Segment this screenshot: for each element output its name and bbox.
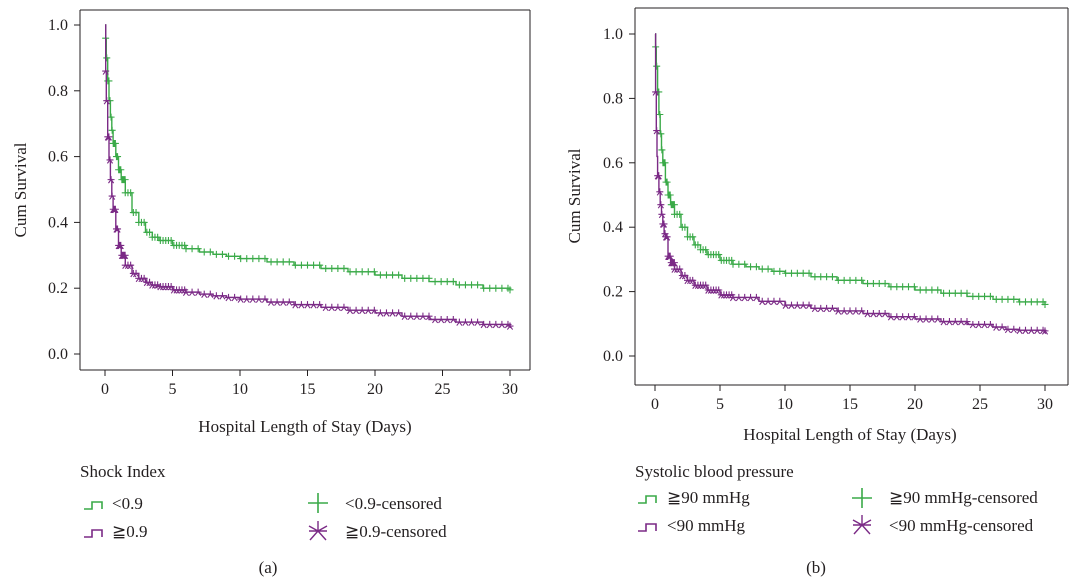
- panel-b-y-ticks: 0.0 0.2 0.4 0.6 0.8 1.0: [603, 26, 635, 365]
- panel-b-purple-survival-line: [654, 33, 1046, 331]
- panel-b-legend-entry-4-label: <90 mmHg-censored: [889, 516, 1034, 535]
- green-plus-icon: [308, 493, 328, 513]
- panel-a-legend-entry-2: ≧0.9: [84, 522, 148, 541]
- panel-a-y-tick-label: 0.4: [48, 214, 68, 231]
- panel-a-y-tick-label: 0.6: [48, 149, 68, 166]
- panel-b-x-tick-label: 0: [651, 396, 659, 413]
- panel-b-x-ticks: 0 5 10 15 20 25 30: [651, 385, 1053, 413]
- panel-a-legend-entry-1: <0.9: [84, 494, 143, 513]
- panel-b-y-tick-label: 1.0: [603, 26, 623, 43]
- panel-a-y-ticks: 0.0 0.2 0.4 0.6 0.8 1.0: [48, 17, 80, 363]
- purple-star-icon: [308, 521, 328, 541]
- panel-b-y-tick-label: 0.2: [603, 284, 623, 301]
- panel-a-x-tick-label: 25: [435, 381, 451, 398]
- panel-b-legend-entry-3: ≧90 mmHg-censored: [852, 488, 1038, 508]
- panel-a-y-tick-label: 0.8: [48, 83, 68, 100]
- panel-a-purple-survival-line: [105, 24, 511, 326]
- panel-a-series: [102, 24, 514, 330]
- panel-b-legend-entry-2-label: <90 mmHg: [667, 516, 746, 535]
- panel-b-x-tick-label: 20: [907, 396, 923, 413]
- panel-a-x-axis-label: Hospital Length of Stay (Days): [198, 417, 411, 436]
- panel-b-y-tick-label: 0.0: [603, 348, 623, 365]
- panel-a-y-tick-label: 1.0: [48, 17, 68, 34]
- panel-b-x-tick-label: 10: [777, 396, 793, 413]
- purple-step-icon: [84, 529, 103, 538]
- panel-a-purple-censor-marks: [102, 67, 514, 330]
- panel-b-legend-entry-2: <90 mmHg: [638, 516, 746, 535]
- panel-a-legend-entry-3-label: <0.9-censored: [345, 494, 442, 513]
- green-step-icon: [84, 501, 103, 510]
- purple-star-icon: [852, 515, 872, 535]
- panel-a-plot-frame: [79, 9, 531, 371]
- panel-a-legend-entry-1-label: <0.9: [112, 494, 143, 513]
- panel-b-x-tick-label: 25: [972, 396, 988, 413]
- panel-b-legend-entry-4: <90 mmHg-censored: [852, 515, 1034, 535]
- panel-b-legend-title: Systolic blood pressure: [635, 462, 794, 481]
- panel-b-legend: Systolic blood pressure ≧90 mmHg <90 mmH…: [635, 462, 1038, 535]
- panel-a-legend-entry-4: ≧0.9-censored: [308, 521, 447, 541]
- panel-b-legend-entry-3-label: ≧90 mmHg-censored: [889, 488, 1038, 507]
- panel-b-legend-entry-1: ≧90 mmHg: [638, 488, 750, 507]
- panel-a-x-tick-label: 5: [169, 381, 177, 398]
- panel-b-y-axis-label: Cum Survival: [565, 148, 584, 243]
- panel-b-series: [652, 33, 1049, 335]
- panel-a-x-tick-label: 15: [300, 381, 316, 398]
- panel-a-green-censor-marks: [102, 34, 514, 294]
- panel-b-purple-censor-marks: [652, 88, 1049, 335]
- panel-b-plot-frame: [634, 7, 1069, 386]
- panel-a-green-survival-line: [105, 24, 511, 290]
- panel-a-y-axis-label: Cum Survival: [11, 142, 30, 237]
- green-plus-icon: [852, 488, 872, 508]
- panel-a-y-tick-label: 0.2: [48, 280, 68, 297]
- panel-b-x-tick-label: 15: [842, 396, 858, 413]
- purple-step-icon: [638, 523, 657, 532]
- panel-a: 0 5 10 15 20 25 30 0.0 0.2 0.4 0.6 0.8 1.0 Hospital…: [11, 9, 531, 577]
- panel-b-x-tick-label: 30: [1037, 396, 1053, 413]
- panel-a-legend-entry-3: <0.9-censored: [308, 493, 442, 513]
- panel-b-y-tick-label: 0.4: [603, 219, 623, 236]
- panel-b-green-censor-marks: [652, 43, 1049, 308]
- panel-a-x-tick-label: 30: [502, 381, 518, 398]
- panel-b-y-tick-label: 0.8: [603, 90, 623, 107]
- panel-a-x-tick-label: 20: [367, 381, 383, 398]
- panel-a-legend-entry-4-label: ≧0.9-censored: [345, 522, 447, 541]
- panel-b-x-axis-label: Hospital Length of Stay (Days): [743, 425, 956, 444]
- panel-a-legend-entry-2-label: ≧0.9: [112, 522, 148, 541]
- panel-a-x-tick-label: 10: [232, 381, 248, 398]
- panel-b-label: (b): [806, 558, 826, 577]
- panel-b-x-tick-label: 5: [716, 396, 724, 413]
- panel-a-label: (a): [259, 558, 278, 577]
- panel-b-green-survival-line: [654, 33, 1046, 305]
- panel-b: 0 5 10 15 20 25 30 0.0 0.2 0.4 0.6 0.8 1.0 Hospital…: [565, 7, 1069, 577]
- panel-b-y-tick-label: 0.6: [603, 155, 623, 172]
- panel-a-x-ticks: 0 5 10 15 20 25 30: [101, 370, 518, 398]
- panel-a-y-tick-label: 0.0: [48, 346, 68, 363]
- green-step-icon: [638, 495, 657, 504]
- panel-a-legend: Shock Index <0.9 ≧0.9 <0.9-censored ≧0.9…: [80, 462, 447, 541]
- panel-a-legend-title: Shock Index: [80, 462, 166, 481]
- panel-a-x-tick-label: 0: [101, 381, 109, 398]
- panel-b-legend-entry-1-label: ≧90 mmHg: [667, 488, 750, 507]
